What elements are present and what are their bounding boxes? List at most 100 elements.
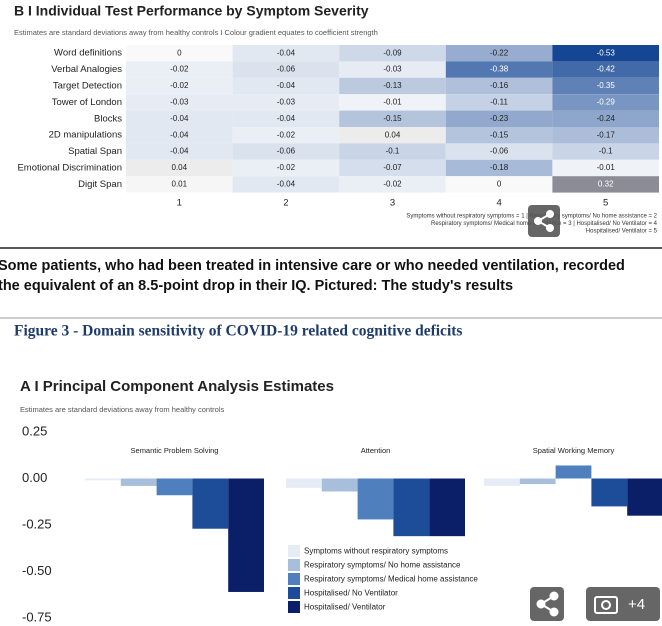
heat-cell	[552, 159, 659, 177]
figure-title: Figure 3 - Domain sensitivity of COVID-1…	[14, 323, 462, 340]
heat-cell	[339, 127, 446, 144]
heat-cell	[126, 110, 233, 127]
y-tick-label: 0.00	[22, 470, 47, 485]
heatmap-title: B I Individual Test Performance by Sympt…	[14, 3, 369, 19]
heat-cell	[339, 176, 446, 193]
cell-label: -0.22	[490, 48, 509, 57]
legend-swatch	[288, 559, 300, 571]
heat-cell	[445, 176, 553, 193]
heat-cell	[339, 61, 446, 78]
bar	[627, 478, 662, 516]
column-label: 1	[177, 198, 182, 209]
cell-label: -0.18	[490, 163, 509, 172]
share-icon	[536, 591, 559, 617]
bar	[357, 478, 394, 520]
bar	[519, 478, 556, 485]
cell-label: -0.01	[383, 98, 402, 107]
cell-label: 0	[177, 48, 182, 57]
heat-cell	[126, 143, 233, 160]
heat-cell	[552, 127, 659, 144]
y-tick-label: -0.25	[22, 516, 52, 531]
share-button[interactable]	[528, 205, 560, 237]
heat-cell	[232, 110, 340, 127]
heat-cell	[445, 159, 553, 177]
cell-label: -0.13	[383, 81, 402, 90]
heat-cell	[445, 127, 553, 144]
cell-label: -0.04	[277, 48, 296, 57]
cell-label: -0.04	[277, 114, 296, 123]
cell-label: -0.06	[277, 65, 296, 74]
heat-cell	[552, 94, 659, 111]
cell-label: -0.04	[170, 130, 189, 139]
heat-cell	[552, 77, 659, 95]
bar	[192, 478, 229, 529]
heat-cell	[339, 77, 446, 95]
cell-label: -0.02	[170, 81, 189, 90]
column-label: 3	[390, 198, 395, 209]
heat-cell	[232, 94, 340, 111]
gallery-button[interactable]: +4	[586, 587, 660, 621]
heat-cell	[126, 176, 233, 193]
cell-label: 0	[497, 180, 502, 189]
bar	[321, 478, 358, 492]
legend-line: Hospitalised/ Ventilator = 5	[586, 229, 658, 235]
cell-label: -0.03	[383, 65, 402, 74]
group-label: Semantic Problem Solving	[131, 446, 219, 455]
cell-label: -0.24	[597, 114, 616, 123]
legend-label: Respiratory symptoms/ No home assistance	[304, 561, 461, 570]
cell-label: -0.42	[597, 65, 616, 74]
heat-cell	[552, 176, 659, 193]
cell-label: -0.06	[277, 147, 296, 156]
heat-cell	[232, 45, 340, 62]
cell-label: -0.02	[383, 180, 402, 189]
cell-label: -0.02	[277, 130, 296, 139]
bar-title: A I Principal Component Analysis Estimat…	[20, 378, 334, 395]
cell-label: -0.15	[383, 114, 402, 123]
share-bg	[528, 205, 560, 237]
cell-label: -0.03	[277, 98, 296, 107]
legend-label: Hospitalised/ No Ventilator	[304, 589, 398, 598]
cell-label: -0.09	[383, 48, 402, 57]
heatmap: Word definitions 0 -0.04 -0.09 -0.22 -0.53 Ver…	[17, 45, 659, 235]
cell-label: 0.04	[385, 130, 401, 139]
bar	[85, 478, 121, 481]
heat-cell	[232, 77, 340, 95]
share-button[interactable]	[530, 587, 564, 621]
heat-cell	[126, 127, 233, 144]
heat-cell	[232, 143, 340, 160]
heat-cell	[445, 94, 553, 111]
row-label: Tower of London	[52, 97, 122, 108]
cell-label: -0.04	[277, 81, 296, 90]
camera-icon	[594, 596, 618, 614]
heat-cell	[126, 94, 233, 111]
legend-label: Symptoms without respiratory symptoms	[304, 547, 448, 556]
row-label: 2D manipulations	[49, 130, 123, 141]
cell-label: -0.23	[490, 114, 509, 123]
column-label: 4	[496, 198, 501, 209]
group-label: Attention	[361, 446, 391, 455]
caption-line: the equivalent of an 8.5-point drop in t…	[0, 278, 513, 294]
heat-cell	[552, 110, 659, 127]
heat-cell	[126, 45, 233, 62]
bar	[393, 478, 430, 537]
heat-cell	[445, 77, 553, 95]
cell-label: 0.04	[172, 163, 188, 172]
legend-swatch	[288, 601, 300, 613]
heat-cell	[126, 159, 233, 177]
heat-cell	[232, 61, 340, 78]
row-label: Target Detection	[53, 81, 122, 92]
y-tick-label: 0.25	[22, 423, 47, 438]
bar	[591, 478, 628, 507]
share-bg	[530, 587, 564, 621]
heat-cell	[552, 61, 659, 78]
bar	[228, 478, 264, 592]
cell-label: -0.53	[597, 48, 616, 57]
column-label: 5	[603, 198, 608, 209]
column-label: 2	[283, 198, 288, 209]
heat-cell	[339, 94, 446, 111]
row-label: Blocks	[94, 113, 122, 124]
row-label: Word definitions	[54, 48, 122, 59]
cell-label: -0.11	[490, 98, 508, 107]
row-label: Spatial Span	[68, 146, 122, 157]
